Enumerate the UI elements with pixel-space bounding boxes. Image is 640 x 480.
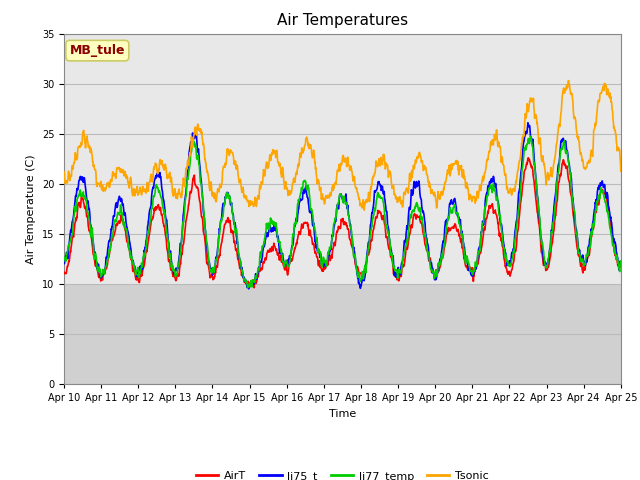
X-axis label: Time: Time [329, 408, 356, 419]
Title: Air Temperatures: Air Temperatures [277, 13, 408, 28]
Y-axis label: Air Temperature (C): Air Temperature (C) [26, 154, 36, 264]
Legend: AirT, li75_t, li77_temp, Tsonic: AirT, li75_t, li77_temp, Tsonic [191, 467, 493, 480]
Text: MB_tule: MB_tule [70, 44, 125, 57]
Bar [64, 284, 621, 384]
